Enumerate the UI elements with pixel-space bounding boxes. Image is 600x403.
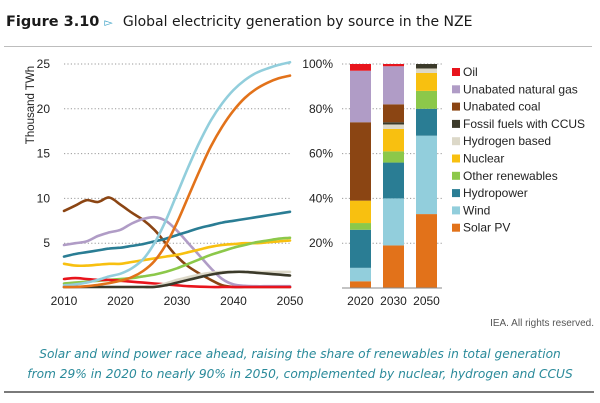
bar-segment-nuclear-2030 (383, 128, 404, 152)
bar-segment-other-renewables-2030 (383, 151, 404, 163)
x-tick-label: 2020 (347, 294, 374, 308)
legend-label-other-renewables: Other renewables (463, 169, 558, 183)
bar-segment-solar-pv-2030 (383, 245, 404, 288)
bar-segment-wind-2020 (350, 267, 371, 282)
x-tick-label: 2030 (380, 294, 407, 308)
header-divider (4, 46, 592, 47)
line-series-solar-pv (62, 74, 292, 289)
y-tick-label: 80% (309, 102, 333, 116)
y-tick-label: 40% (309, 191, 333, 205)
caption-line-1: Solar and wind power race ahead, raising… (39, 347, 561, 361)
legend-label-unabated-coal: Unabated coal (463, 100, 540, 114)
line-series-fossil-fuels-with-ccus (62, 270, 292, 289)
legend-label-wind: Wind (463, 203, 490, 217)
y-tick-label: 15 (37, 147, 51, 161)
figure-number: Figure 3.10 (6, 14, 100, 30)
bar-segment-solar-pv-2020 (350, 281, 371, 288)
line-chart: 5 10 15 20 25 2010 2020 2030 2040 2050 Thousand TW… (25, 57, 304, 308)
line-series-wind (62, 60, 292, 287)
bar-segment-fossil-fuels-with-ccus-2030 (383, 122, 404, 125)
bar-segment-unabated-coal-2030 (383, 104, 404, 123)
figure-title: Global electricity generation by source … (122, 14, 473, 30)
line-series-nuclear (62, 239, 292, 268)
y-tick-label: 5 (43, 236, 50, 250)
legend-swatch-fossil-fuels-with-ccus (452, 119, 460, 128)
legend-swatch-solar-pv (452, 223, 460, 232)
figure-header: Figure 3.10 ▻ Global electricity generatio… (6, 14, 472, 30)
y-tick-label: 10 (37, 191, 51, 205)
legend-swatch-other-renewables (452, 171, 460, 180)
legend-label-solar-pv: Solar PV (463, 221, 510, 235)
bar-segment-hydrogen-based-2030 (383, 124, 404, 129)
x-tick-label: 2030 (164, 294, 191, 308)
legend-label-hydrogen-based: Hydrogen based (463, 134, 551, 148)
legend-label-oil: Oil (463, 65, 478, 79)
legend-label-unabated-natural-gas: Unabated natural gas (463, 82, 578, 96)
line-series-other-renewables (62, 236, 292, 285)
bar-segment-oil-2030 (383, 64, 404, 67)
legend-swatch-oil (452, 68, 460, 76)
footer-divider (4, 391, 594, 393)
bar-segment-fossil-fuels-with-ccus-2050 (416, 64, 437, 69)
legend-swatch-wind (452, 206, 460, 215)
figure-caption: Solar and wind power race ahead, raising… (0, 344, 600, 384)
y-tick-label: 20 (37, 102, 51, 116)
y-tick-label: 100% (302, 57, 333, 71)
x-tick-label: 2040 (220, 294, 247, 308)
x-tick-label: 2020 (107, 294, 134, 308)
bar-segment-hydropower-2050 (416, 108, 437, 136)
y-tick-label: 20% (309, 236, 333, 250)
legend-swatch-hydropower (452, 189, 460, 198)
bar-segment-wind-2030 (383, 198, 404, 246)
legend: Oil Unabated natural gas Unabated coal Foss… (452, 65, 585, 235)
bar-segment-other-renewables-2050 (416, 90, 437, 109)
legend-swatch-hydrogen-based (452, 137, 460, 146)
legend-swatch-unabated-coal (452, 102, 460, 111)
bar-segment-nuclear-2050 (416, 72, 437, 91)
bar-segment-wind-2050 (416, 135, 437, 215)
x-tick-label: 2010 (51, 294, 78, 308)
stacked-bar-chart: 20% 40% 60% 80% 100% 2020 2030 2050 (302, 57, 442, 308)
triangle-arrow-icon: ▻ (104, 16, 113, 29)
line-series-hydropower (62, 210, 292, 258)
bar-segment-hydropower-2020 (350, 229, 371, 268)
bar-segment-solar-pv-2050 (416, 214, 437, 288)
bar-segment-nuclear-2020 (350, 200, 371, 224)
caption-line-2: from 29% in 2020 to nearly 90% in 2050, … (27, 367, 573, 381)
y-tick-label: 60% (309, 147, 333, 161)
bar-segment-unabated-natural-gas-2020 (350, 70, 371, 123)
x-tick-label: 2050 (413, 294, 440, 308)
y-tick-label: 25 (37, 57, 51, 71)
bar-segment-unabated-natural-gas-2030 (383, 66, 404, 105)
bar-segment-hydrogen-based-2050 (416, 68, 437, 73)
legend-label-nuclear: Nuclear (463, 152, 504, 166)
credit-note: IEA. All rights reserved. (490, 318, 594, 329)
y-axis-title: Thousand TWh (25, 66, 37, 144)
bar-segment-other-renewables-2020 (350, 223, 371, 230)
bar-segment-hydropower-2030 (383, 162, 404, 199)
legend-label-hydropower: Hydropower (463, 186, 528, 200)
legend-swatch-nuclear (452, 154, 460, 163)
bar-segment-unabated-coal-2020 (350, 122, 371, 201)
bar-segment-oil-2020 (350, 64, 371, 71)
x-tick-label: 2050 (277, 294, 304, 308)
legend-label-fossil-fuels-with-ccus: Fossil fuels with CCUS (463, 117, 585, 131)
legend-swatch-unabated-natural-gas (452, 85, 460, 94)
